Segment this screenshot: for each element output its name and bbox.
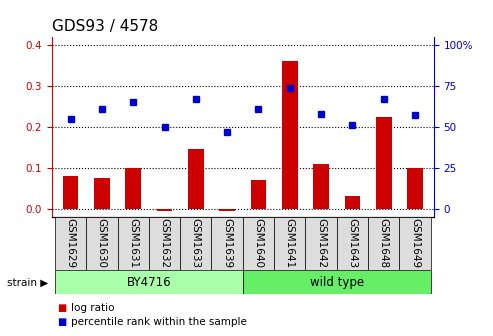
Text: GSM1648: GSM1648	[379, 218, 389, 268]
Text: GSM1642: GSM1642	[316, 218, 326, 268]
Text: GSM1633: GSM1633	[191, 218, 201, 268]
Text: GSM1631: GSM1631	[128, 218, 138, 268]
Text: ■: ■	[57, 303, 66, 313]
Text: GDS93 / 4578: GDS93 / 4578	[52, 19, 158, 34]
Bar	[125, 168, 141, 209]
FancyBboxPatch shape	[274, 217, 306, 270]
Text: ■: ■	[57, 317, 66, 327]
Bar	[407, 168, 423, 209]
Text: GSM1629: GSM1629	[66, 218, 75, 268]
Text: GSM1630: GSM1630	[97, 218, 107, 268]
Text: BY4716: BY4716	[127, 276, 171, 289]
Bar	[345, 196, 360, 209]
FancyBboxPatch shape	[368, 217, 399, 270]
FancyBboxPatch shape	[306, 217, 337, 270]
FancyBboxPatch shape	[337, 217, 368, 270]
Bar	[313, 164, 329, 209]
FancyBboxPatch shape	[149, 217, 180, 270]
FancyBboxPatch shape	[55, 217, 86, 270]
Text: percentile rank within the sample: percentile rank within the sample	[71, 317, 247, 327]
Bar	[188, 149, 204, 209]
FancyBboxPatch shape	[117, 217, 149, 270]
Bar	[376, 117, 391, 209]
Text: GSM1643: GSM1643	[348, 218, 357, 268]
FancyBboxPatch shape	[180, 217, 211, 270]
FancyBboxPatch shape	[86, 217, 117, 270]
Bar	[157, 209, 173, 211]
Bar	[282, 61, 298, 209]
FancyBboxPatch shape	[55, 270, 243, 294]
Text: strain ▶: strain ▶	[7, 278, 49, 288]
Bar	[94, 178, 110, 209]
FancyBboxPatch shape	[211, 217, 243, 270]
Text: GSM1641: GSM1641	[285, 218, 295, 268]
Bar	[63, 176, 78, 209]
Text: GSM1649: GSM1649	[410, 218, 420, 268]
Bar	[219, 209, 235, 211]
Text: wild type: wild type	[310, 276, 364, 289]
FancyBboxPatch shape	[243, 270, 431, 294]
Text: log ratio: log ratio	[71, 303, 115, 313]
FancyBboxPatch shape	[243, 217, 274, 270]
Text: GSM1632: GSM1632	[160, 218, 170, 268]
Text: GSM1640: GSM1640	[253, 218, 263, 268]
FancyBboxPatch shape	[399, 217, 431, 270]
Text: GSM1639: GSM1639	[222, 218, 232, 268]
Bar	[250, 180, 266, 209]
